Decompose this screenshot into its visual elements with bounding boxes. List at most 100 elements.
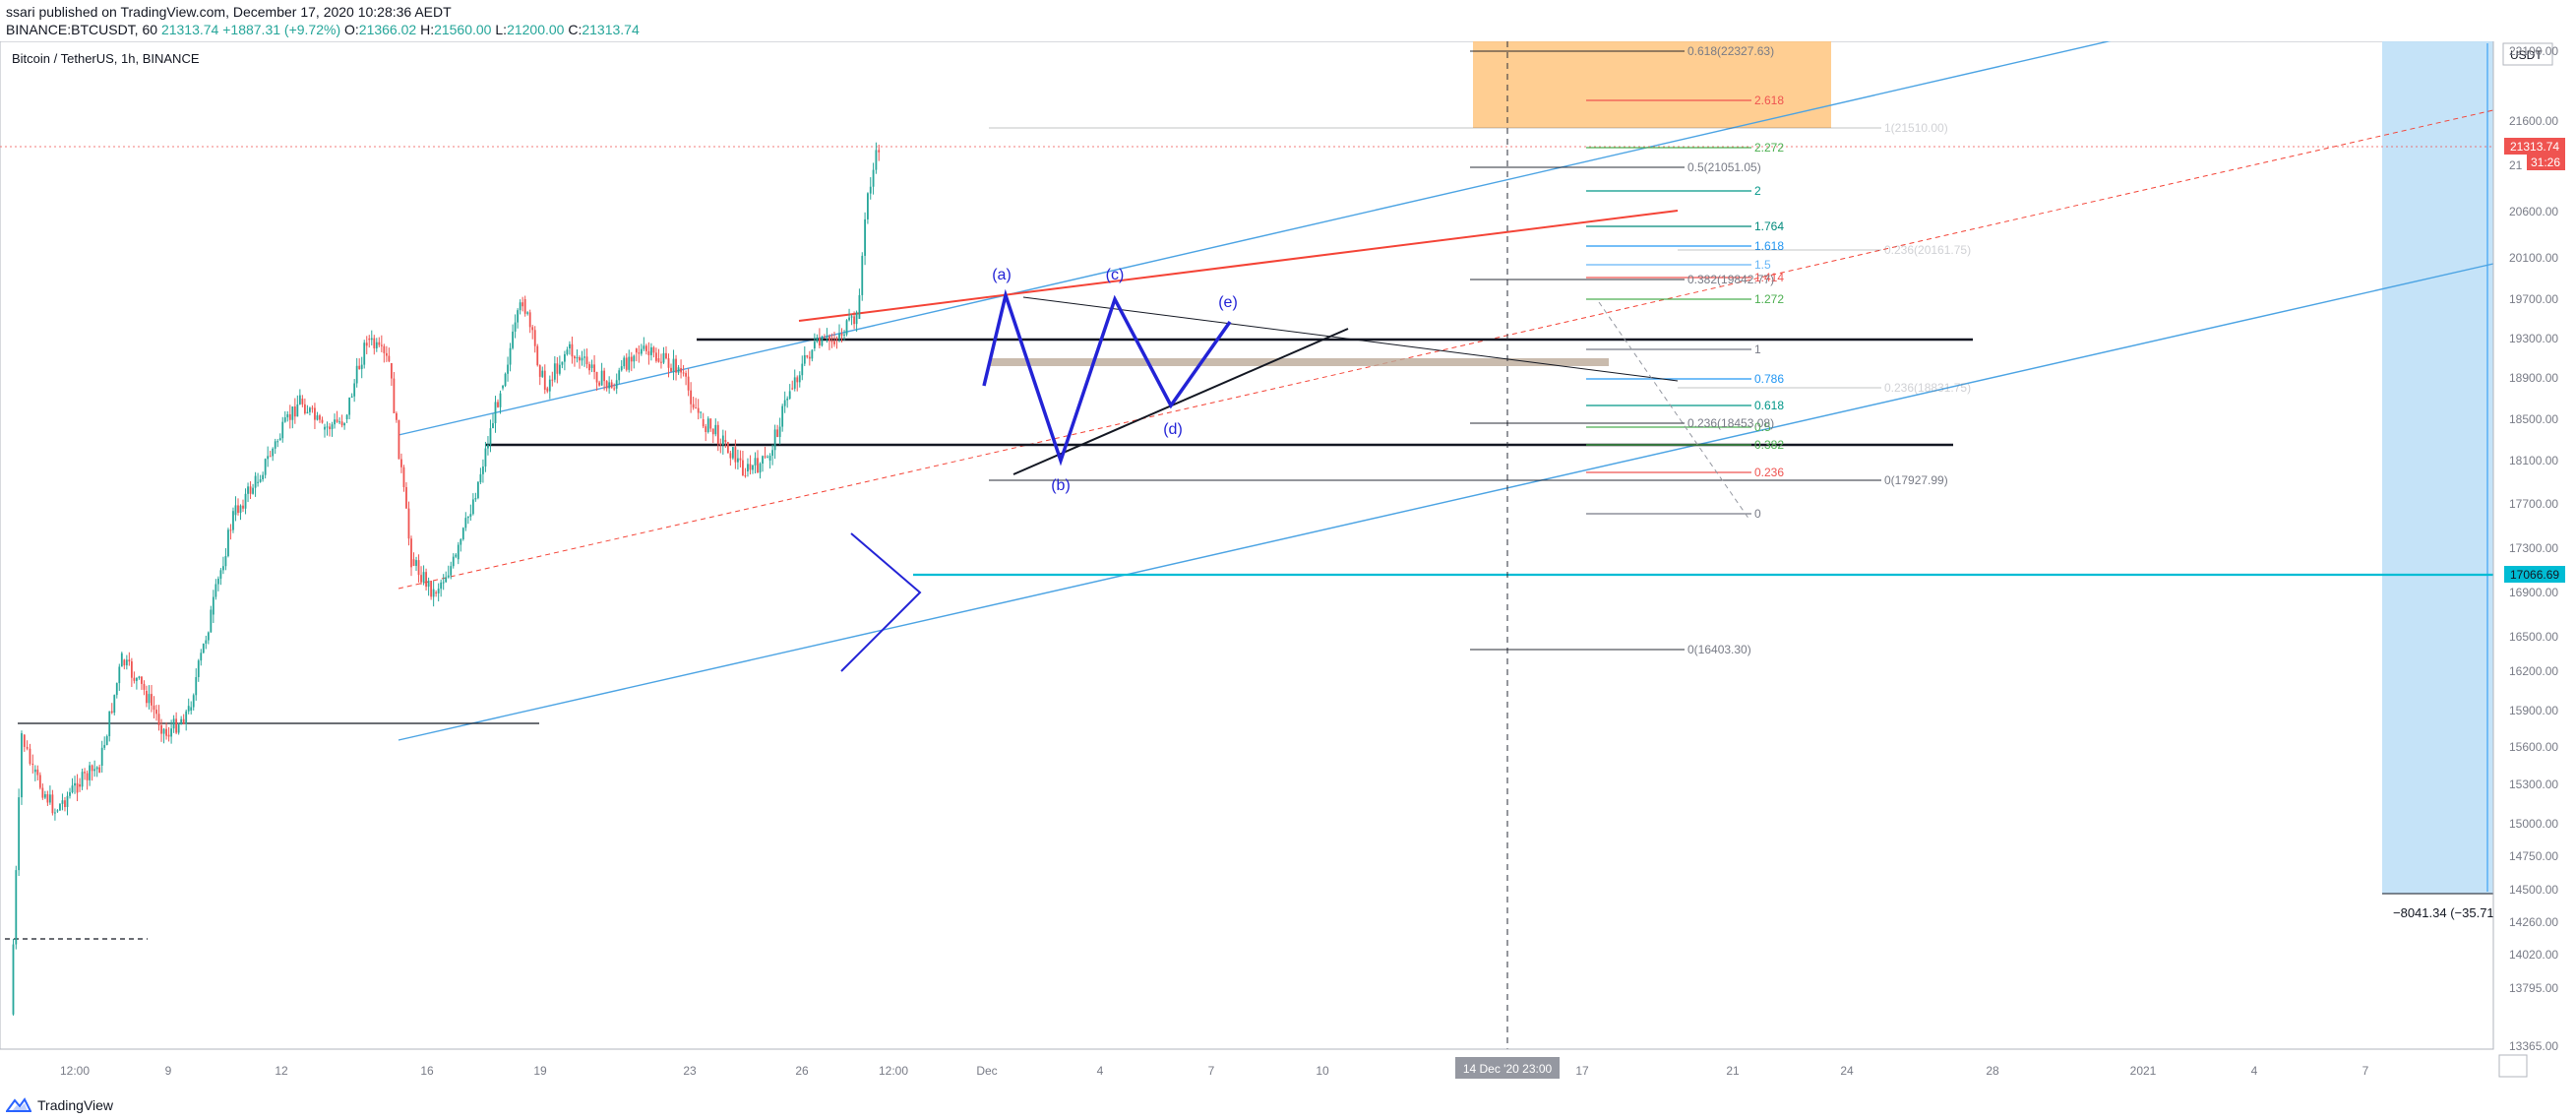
candle-body xyxy=(192,695,195,708)
candle-body xyxy=(385,352,388,356)
candle-body xyxy=(216,578,219,585)
candle-body xyxy=(583,356,585,358)
candle-body xyxy=(350,396,353,398)
tradingview-logo-icon xyxy=(6,1097,31,1112)
candle-body xyxy=(151,694,153,706)
measure-zone xyxy=(2382,41,2493,894)
candle-body xyxy=(324,426,326,430)
candle-body xyxy=(502,385,504,389)
candle-body xyxy=(647,350,650,355)
candle-body xyxy=(185,711,188,724)
y-tick-15: 15600.00 xyxy=(2509,740,2558,754)
candle-body xyxy=(816,338,819,342)
fib-left-label-6: 1(21510.00) xyxy=(1884,121,1948,135)
candle-body xyxy=(615,380,618,389)
candle-body xyxy=(848,317,850,321)
candle-body xyxy=(135,677,138,681)
price-chart[interactable]: −8041.34 (−35.71 2.618 2.272 2 1.764 1.618 1.5… xyxy=(0,41,2576,1089)
candle-body xyxy=(160,724,162,734)
candle-body xyxy=(412,559,415,566)
candle-body xyxy=(574,356,576,359)
candle-body xyxy=(457,544,460,560)
candle-body xyxy=(553,363,556,380)
candle-body xyxy=(146,691,148,704)
candle-body xyxy=(764,456,767,458)
chart-background xyxy=(0,41,2576,1089)
channel-mid xyxy=(398,109,2494,590)
candle-body xyxy=(798,375,801,383)
candle-body xyxy=(373,338,376,348)
candle-body xyxy=(711,428,714,435)
candle-body xyxy=(296,404,299,417)
candle-body xyxy=(278,438,281,440)
candle-body xyxy=(59,803,61,811)
candle-body xyxy=(274,441,276,449)
candle-body xyxy=(734,447,737,463)
candle-body xyxy=(455,554,458,557)
candle-body xyxy=(56,810,59,812)
candle-body xyxy=(531,327,534,331)
candle-body xyxy=(484,448,487,467)
candle-body xyxy=(512,331,514,348)
candle-body xyxy=(133,677,136,681)
candle-body xyxy=(26,746,29,749)
candle-body xyxy=(667,358,670,368)
candle-body xyxy=(400,459,402,467)
candle-body xyxy=(340,421,343,426)
candle-body xyxy=(731,447,734,459)
symbol-ohlc: BINANCE:BTCUSDT, 60 21313.74 +1887.31 (+… xyxy=(6,22,640,37)
candle-body xyxy=(380,344,383,346)
candle-body xyxy=(476,481,479,499)
y-tick-17: 15000.00 xyxy=(2509,817,2558,831)
candle-body xyxy=(855,312,858,325)
candle-body xyxy=(155,710,157,715)
publish-info: ssari published on TradingView.com, Dece… xyxy=(6,4,452,20)
candle-body xyxy=(195,677,198,696)
candle-body xyxy=(336,419,338,422)
candle-body xyxy=(543,370,546,390)
x-tick-3: 16 xyxy=(420,1064,434,1078)
candle-body xyxy=(499,393,502,407)
fib-left-label-3: 0.236(18453.08) xyxy=(1687,416,1774,430)
candle-body xyxy=(585,356,588,365)
countdown-box xyxy=(2527,155,2565,170)
candle-body xyxy=(536,345,539,366)
candle-body xyxy=(830,341,833,342)
fib-right-label-14: 0 xyxy=(1754,507,1761,521)
candle-body xyxy=(103,744,106,748)
candle-body xyxy=(864,218,866,256)
candle-body xyxy=(466,516,469,519)
candle-body xyxy=(15,870,18,945)
candle-body xyxy=(788,391,791,399)
tradingview-logo[interactable]: TradingView xyxy=(6,1096,113,1114)
wave-label-0: (a) xyxy=(992,267,1012,283)
candle-body xyxy=(200,653,203,661)
candle-body xyxy=(41,787,44,798)
candle-body xyxy=(242,505,244,509)
candle-body xyxy=(872,169,875,187)
candle-body xyxy=(388,355,391,362)
candle-body xyxy=(867,193,869,219)
candle-body xyxy=(685,373,688,377)
candle-body xyxy=(571,343,574,357)
candle-body xyxy=(291,406,294,420)
candle-body xyxy=(205,640,208,644)
wave-label-2: (c) xyxy=(1106,267,1125,283)
candle-body xyxy=(422,572,425,583)
candle-body xyxy=(118,666,121,684)
y-tick-5: 19300.00 xyxy=(2509,332,2558,345)
auto-scale-button[interactable] xyxy=(2498,1054,2528,1078)
candle-body xyxy=(633,355,636,362)
candle-body xyxy=(29,748,31,765)
candle-body xyxy=(143,683,146,690)
candle-body xyxy=(329,426,331,430)
candle-body xyxy=(843,334,845,336)
y-tick-23: 13365.00 xyxy=(2509,1039,2558,1053)
candle-body xyxy=(551,379,554,381)
target-zone xyxy=(1473,41,1831,128)
close-value: 21313.74 xyxy=(582,22,640,37)
candle-body xyxy=(861,255,864,295)
candle-body xyxy=(69,792,71,796)
candle-body xyxy=(546,388,549,392)
candle-body xyxy=(93,769,96,772)
